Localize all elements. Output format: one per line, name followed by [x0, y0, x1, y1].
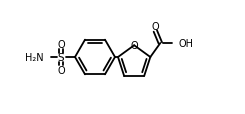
Text: O: O	[130, 41, 138, 51]
Text: O: O	[57, 65, 65, 75]
Text: O: O	[57, 40, 65, 50]
Text: H₂N: H₂N	[25, 53, 44, 62]
Text: O: O	[151, 22, 159, 32]
Text: OH: OH	[178, 39, 193, 49]
Text: S: S	[58, 53, 64, 62]
